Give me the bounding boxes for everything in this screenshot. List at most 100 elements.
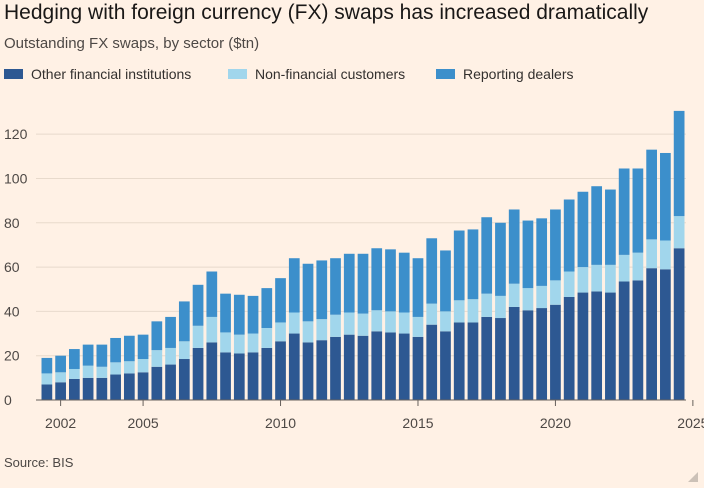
bar-segment-non-financial [646,239,657,269]
bar-segment-other-financial [275,341,286,400]
y-tick-label: 60 [4,259,20,275]
bar-segment-non-financial [440,311,451,332]
bar-segment-reporting-dealers [618,168,630,255]
bar-segment-non-financial [385,311,396,333]
bar-segment-other-financial [165,364,176,400]
bar-segment-non-financial [660,240,671,270]
bar-segment-reporting-dealers [55,355,66,373]
bar-segment-reporting-dealers [605,189,616,265]
bar-segment-non-financial [330,314,341,337]
chart-subtitle: Outstanding FX swaps, by sector ($tn) [4,35,260,52]
bar-segment-other-financial [605,292,616,400]
x-tick-label: 2005 [128,415,159,431]
bar-segment-non-financial [522,288,534,311]
bar-segment-reporting-dealers [453,230,465,301]
bar-segment-other-financial [55,382,66,400]
bar-segment-reporting-dealers [206,271,218,317]
bar-segment-reporting-dealers [660,152,671,241]
bar-segment-non-financial [508,283,520,307]
bar-segment-other-financial [453,322,465,400]
bar-segment-non-financial [412,316,424,337]
bar-segment-non-financial [96,366,108,378]
bar-segment-other-financial [522,310,534,400]
legend-label: Non-financial customers [255,66,406,82]
bar-segment-reporting-dealers [82,344,94,366]
bar-segment-non-financial [165,347,176,365]
bar-segment-reporting-dealers [508,209,520,284]
bar-segment-reporting-dealers [371,248,383,311]
y-axis-ticks: 0 20 40 60 80 100 120 [4,126,28,408]
bar-segment-other-financial [371,331,383,400]
bar-segment-reporting-dealers [261,288,273,328]
bar-segment-non-financial [41,373,53,385]
bar-segment-reporting-dealers [646,149,657,240]
bar-segment-non-financial [275,322,286,342]
bar-segment-reporting-dealers [673,110,685,217]
bar-segment-non-financial [467,299,479,323]
y-tick-label: 20 [4,348,20,364]
bar-segment-other-financial [302,342,314,400]
y-tick-label: 120 [4,126,28,142]
y-tick-label: 40 [4,303,20,319]
bar-segment-non-financial [453,300,465,323]
bar-segment-non-financial [137,359,149,373]
bar-segment-non-financial [591,264,603,292]
bar-segment-reporting-dealers [247,295,259,334]
bar-segment-non-financial [233,334,245,354]
bar-segment-non-financial [288,312,300,334]
legend-label: Other financial institutions [31,66,192,82]
legend-swatch-other-financial [4,69,23,79]
bar-segment-reporting-dealers [178,301,190,342]
x-tick-label: 2015 [402,415,433,431]
bar-segment-non-financial [69,368,80,379]
bar-segment-other-financial [536,308,548,400]
bar-segment-reporting-dealers [110,337,121,363]
bar-segment-other-financial [467,322,479,400]
bar-segment-other-financial [192,347,204,400]
bar-segment-other-financial [591,291,603,400]
bar-segment-reporting-dealers [563,199,575,272]
bar-segment-other-financial [69,378,80,400]
bar-segment-other-financial [357,335,369,400]
bar-segment-reporting-dealers [467,229,479,300]
bar-segment-other-financial [563,296,575,400]
bar-segment-reporting-dealers [426,238,438,304]
bar-segment-reporting-dealers [275,278,286,323]
resize-corner-icon [688,472,698,482]
bar-segment-other-financial [440,331,451,400]
bar-segment-other-financial [82,377,94,400]
bar-segment-non-financial [536,285,548,309]
bar-segment-other-financial [577,292,589,400]
legend-swatch-reporting-dealers [436,69,455,79]
x-tick-label: 2025 [677,415,704,431]
bar-segment-reporting-dealers [343,253,355,313]
bar-segment-other-financial [123,373,135,400]
bar-segment-reporting-dealers [123,335,135,362]
bar-segment-non-financial [495,295,506,319]
bar-segment-other-financial [412,336,424,400]
bar-segment-other-financial [137,372,149,400]
bar-segment-other-financial [550,304,561,400]
bar-segment-other-financial [220,352,231,400]
bar-segment-other-financial [618,281,630,400]
bar-segment-other-financial [110,374,121,400]
bar-segment-reporting-dealers [192,284,204,326]
bar-segment-non-financial [220,332,231,353]
bar-segment-reporting-dealers [220,293,231,333]
bar-segment-reporting-dealers [96,344,108,367]
bar-segment-reporting-dealers [398,252,410,313]
x-tick-label: 2020 [540,415,571,431]
bar-segment-reporting-dealers [302,263,314,322]
bar-segment-reporting-dealers [536,218,548,286]
bar-segment-reporting-dealers [495,222,506,296]
bar-segment-other-financial [233,353,245,400]
bars [41,110,685,400]
bar-segment-non-financial [55,372,66,383]
chart-title: Hedging with foreign currency (FX) swaps… [4,1,649,24]
bar-segment-other-financial [660,269,671,400]
bar-segment-reporting-dealers [288,258,300,313]
bar-segment-reporting-dealers [137,334,149,360]
bar-segment-non-financial [563,271,575,297]
bar-segment-non-financial [357,313,369,336]
bar-segment-other-financial [178,359,190,400]
